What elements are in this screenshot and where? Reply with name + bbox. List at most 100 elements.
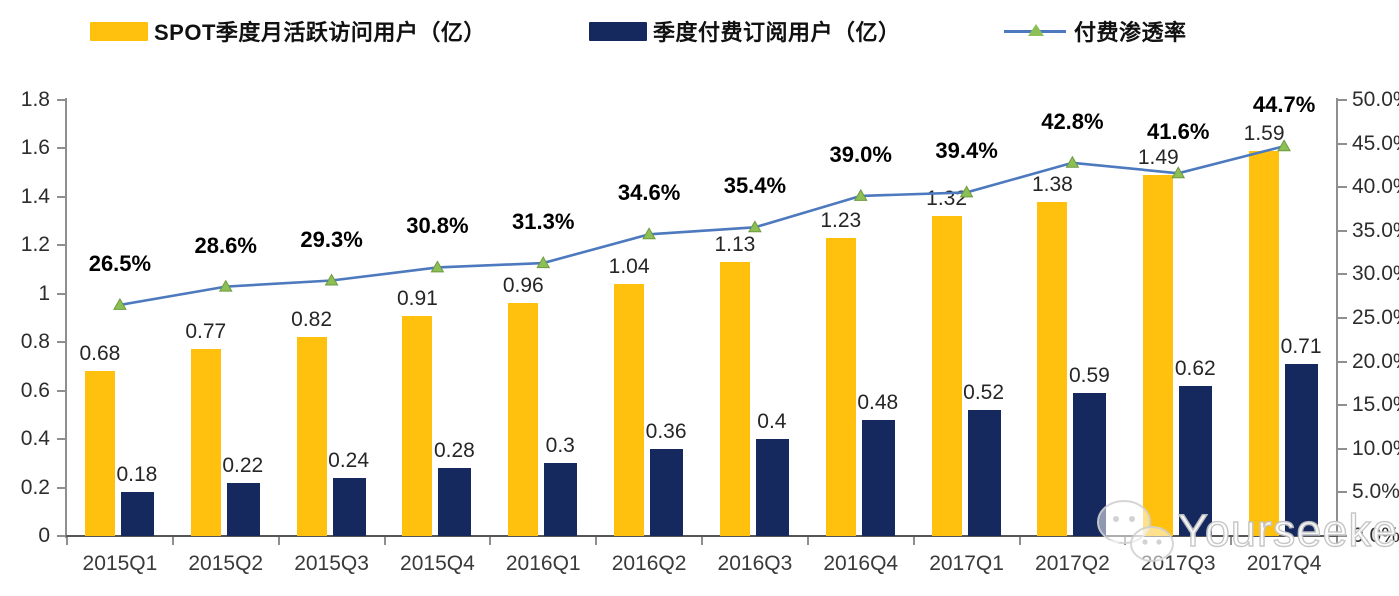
penetration-marker-icon: [1065, 155, 1080, 168]
bar-mau: [84, 371, 115, 536]
penetration-marker-icon: [324, 273, 339, 286]
y-axis-left-label: 0.4: [20, 427, 50, 451]
bar-mau-value-label: 1.32: [926, 187, 968, 211]
bar-subscribers-value-label: 0.22: [222, 453, 264, 477]
penetration-value-label: 29.3%: [300, 226, 363, 252]
x-axis-label: 2015Q1: [82, 552, 158, 575]
legend-swatch-subscribers: [589, 21, 647, 41]
bar-subscribers: [120, 492, 154, 536]
bar-subscribers: [438, 468, 472, 536]
bar-mau: [296, 337, 327, 536]
penetration-value-label: 34.6%: [617, 180, 681, 206]
x-axis-label: 2016Q1: [505, 552, 581, 575]
penetration-value-label: 26.5%: [88, 250, 152, 276]
x-axis-tick: [383, 537, 386, 545]
bar-mau-value-label: 0.82: [291, 308, 333, 332]
bar-mau-value-label: 1.13: [714, 233, 756, 257]
y-axis-left-line: [65, 98, 67, 538]
y-axis-right-label: 5.0%: [1352, 480, 1399, 504]
y-axis-right-tick: [1338, 317, 1347, 319]
y-axis-left-tick: [57, 486, 66, 489]
y-axis-right-label: 40.0%: [1352, 175, 1399, 199]
bar-mau-value-label: 0.77: [185, 320, 227, 344]
bar-subscribers: [1285, 364, 1319, 536]
penetration-value-label: 39.0%: [829, 141, 892, 167]
x-axis-tick: [1230, 537, 1233, 545]
y-axis-left-tick: [57, 99, 66, 101]
x-axis-label: 2017Q3: [1140, 552, 1216, 575]
legend-line-marker-icon: [1004, 22, 1066, 41]
bar-mau-value-label: 1.38: [1031, 172, 1073, 196]
y-axis-left-label: 0.2: [20, 475, 50, 499]
bar-mau-value-label: 1.23: [820, 209, 862, 233]
y-axis-right-label: 20.0%: [1352, 349, 1399, 373]
y-axis-left-tick: [57, 438, 66, 441]
y-axis-left-label: 1.8: [20, 88, 50, 111]
penetration-value-label: 44.7%: [1252, 92, 1316, 118]
y-axis-right-tick: [1338, 99, 1347, 101]
bar-mau: [825, 238, 856, 536]
y-axis-left-tick: [57, 147, 66, 150]
x-axis-label: 2017Q2: [1035, 552, 1110, 575]
y-axis-left-label: 1.4: [20, 184, 50, 208]
legend-item-mau: SPOT季度月活跃访问用户（亿）: [90, 18, 486, 45]
y-axis-right-tick: [1338, 491, 1347, 494]
penetration-marker-icon: [113, 297, 127, 310]
bar-subscribers: [1179, 385, 1213, 536]
bar-subscribers-value-label: 0.52: [963, 381, 1005, 405]
x-axis-line: [65, 535, 1338, 537]
y-axis-left-label: 0: [38, 524, 50, 547]
x-axis-tick: [912, 537, 915, 545]
bar-mau: [402, 315, 433, 536]
legend-swatch-mau: [90, 21, 148, 41]
penetration-value-label: 28.6%: [194, 232, 257, 258]
x-axis-label: 2016Q2: [611, 552, 687, 575]
x-axis-tick: [489, 537, 492, 545]
bar-subscribers-value-label: 0.24: [328, 448, 370, 472]
penetration-marker-icon: [536, 256, 551, 269]
y-axis-left-label: 1.2: [20, 233, 50, 257]
x-axis-label: 2015Q2: [188, 552, 264, 575]
y-axis-right-label: 35.0%: [1352, 218, 1399, 242]
bar-mau: [508, 303, 539, 536]
x-axis-tick: [1018, 537, 1021, 545]
penetration-marker-icon: [430, 260, 445, 273]
y-axis-left-tick: [57, 292, 66, 295]
y-axis-left-tick: [57, 244, 66, 247]
bar-mau: [931, 216, 962, 536]
legend-item-penetration: 付费渗透率: [1004, 18, 1187, 45]
y-axis-right-label: 15.0%: [1352, 393, 1399, 417]
penetration-value-label: 31.3%: [512, 209, 575, 235]
y-axis-right-label: 45.0%: [1352, 131, 1399, 155]
bar-mau-value-label: 1.04: [608, 255, 650, 279]
y-axis-left-label: 1: [38, 281, 50, 305]
x-axis-tick: [66, 537, 68, 545]
penetration-value-label: 39.4%: [935, 138, 998, 164]
y-axis-right-tick: [1338, 273, 1347, 276]
penetration-marker-icon: [748, 220, 762, 233]
bar-subscribers-value-label: 0.36: [645, 419, 687, 443]
penetration-value-label: 30.8%: [406, 213, 469, 239]
y-axis-left-label: 0.8: [20, 330, 50, 354]
bar-subscribers: [1073, 393, 1107, 536]
bar-mau: [719, 262, 750, 536]
bar-subscribers-value-label: 0.48: [857, 390, 899, 414]
x-axis-tick: [1336, 537, 1338, 545]
y-axis-right-tick: [1338, 229, 1347, 232]
y-axis-left-tick: [57, 195, 66, 198]
bar-subscribers: [544, 463, 578, 536]
bar-subscribers-value-label: 0.59: [1068, 364, 1110, 388]
penetration-marker-icon: [853, 188, 868, 201]
y-axis-right-tick: [1338, 186, 1347, 189]
bar-subscribers: [650, 448, 684, 536]
bar-subscribers: [226, 482, 260, 536]
y-axis-right-label: 30.0%: [1352, 262, 1399, 286]
bar-subscribers-value-label: 0.62: [1174, 356, 1216, 380]
bar-mau: [614, 284, 645, 536]
bar-subscribers-value-label: 0.71: [1280, 335, 1322, 359]
y-axis-left-tick: [57, 341, 66, 344]
bar-mau-value-label: 1.49: [1137, 146, 1179, 170]
legend-label-mau: SPOT季度月活跃访问用户（亿）: [154, 20, 486, 45]
penetration-marker-icon: [642, 227, 656, 240]
bar-subscribers-value-label: 0.28: [433, 439, 475, 463]
